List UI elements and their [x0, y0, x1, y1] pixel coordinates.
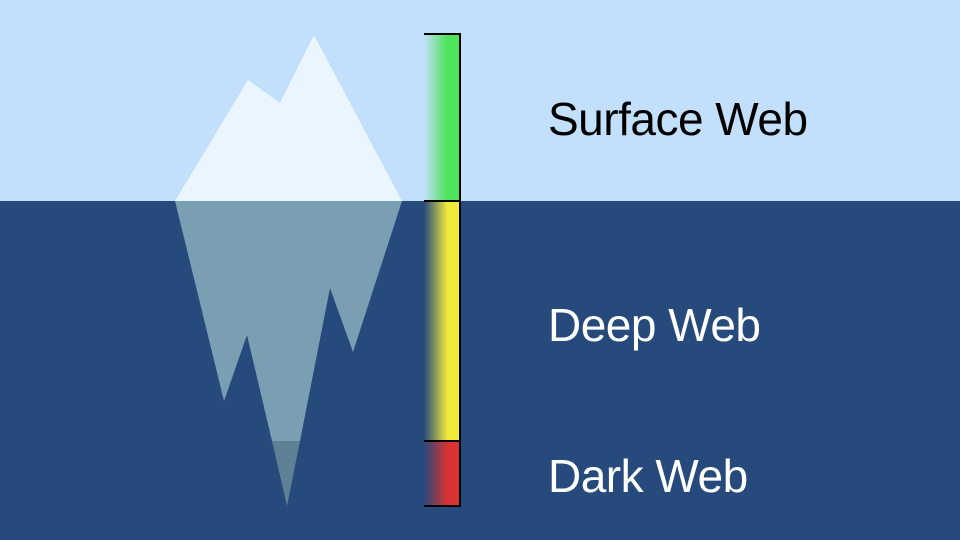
bar-right-edge	[459, 34, 461, 507]
tick-deep-dark	[424, 440, 461, 442]
tick-surface-deep	[424, 200, 461, 202]
dark-web-bar	[424, 441, 460, 507]
dark-web-label: Dark Web	[548, 450, 748, 502]
sky-background	[0, 0, 960, 201]
iceberg-deep-tip	[272, 441, 300, 506]
iceberg-below-water	[175, 201, 402, 441]
iceberg-above-water	[175, 35, 402, 201]
tick-top	[424, 33, 461, 35]
tick-bottom	[424, 505, 461, 507]
surface-web-bar	[424, 34, 460, 201]
deep-web-bar	[424, 201, 460, 441]
deep-web-label: Deep Web	[548, 299, 761, 351]
surface-web-label: Surface Web	[548, 93, 808, 145]
water-background	[0, 201, 960, 540]
